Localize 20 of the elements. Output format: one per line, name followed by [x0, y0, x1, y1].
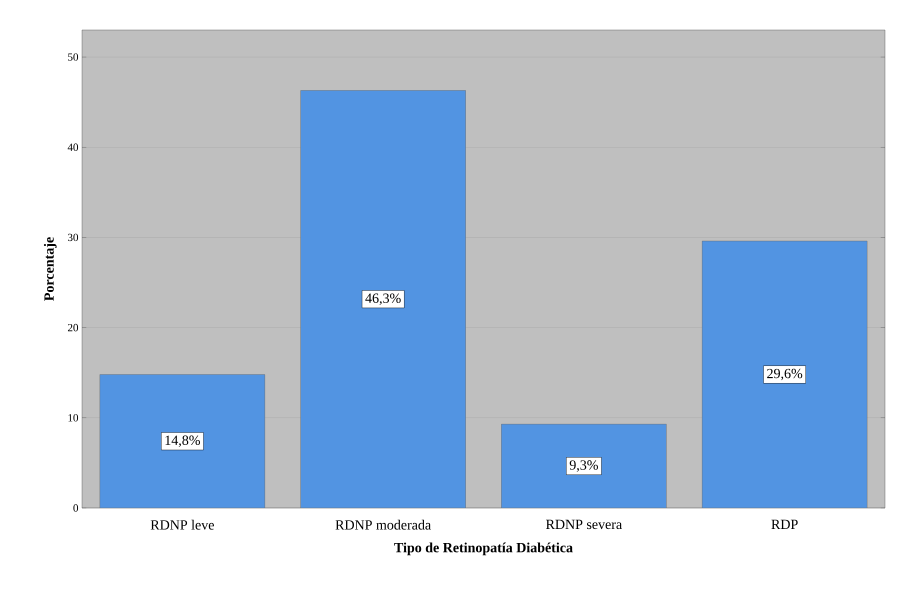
bar [100, 374, 266, 508]
x-tick-label: RDNP moderada [336, 520, 431, 530]
x-axis-title: Tipo de Retinopatía Diabética [394, 542, 573, 556]
x-tick-label: RDP [771, 520, 798, 529]
data-label: 14,8% [166, 436, 200, 447]
x-tick-label: RDNP leve [150, 520, 214, 530]
bar [501, 424, 667, 508]
data-label: 29,6% [767, 368, 802, 380]
y-tick-label: 40 [68, 144, 78, 151]
y-axis-title: Porcentaje [44, 237, 57, 301]
bar [300, 90, 466, 508]
y-tick-label: 10 [68, 414, 78, 422]
y-tick-label: 30 [68, 234, 78, 242]
y-tick-label: 50 [68, 53, 78, 61]
data-label: 46,3% [365, 293, 401, 305]
data-label: 9,3% [570, 460, 598, 472]
bar [702, 240, 868, 508]
y-tick-label: 0 [73, 504, 78, 512]
y-tick-label: 20 [68, 324, 78, 332]
x-tick-label: RDNP severa [546, 520, 622, 530]
